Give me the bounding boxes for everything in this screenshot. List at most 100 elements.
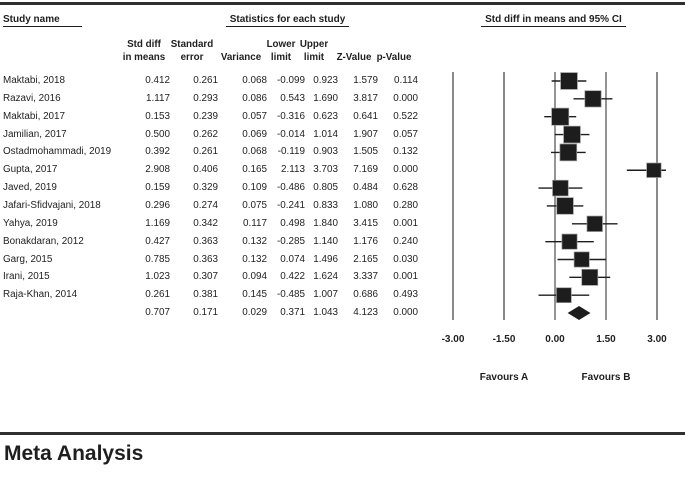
table-row: Maktabi, 2017 0.153 0.239 0.057 -0.316 0.623 0… <box>0 108 430 126</box>
variance-cell: 0.132 <box>242 235 267 247</box>
statistics-section-header: Statistics for each study <box>180 14 395 27</box>
z-value-cell: 3.817 <box>353 92 378 104</box>
variance-cell: 0.029 <box>242 307 267 319</box>
z-value-cell: 4.123 <box>353 307 378 319</box>
p-value-cell: 0.522 <box>393 110 418 122</box>
lower-limit-cell: 0.074 <box>280 253 305 265</box>
study-name-cell: Bonakdaran, 2012 <box>3 235 84 247</box>
column-header-line2: limit <box>270 52 292 63</box>
variance-cell: 0.117 <box>243 217 267 229</box>
upper-limit-cell: 0.923 <box>313 75 338 86</box>
p-value-cell: 0.000 <box>393 164 418 176</box>
lower-limit-cell: -0.285 <box>276 235 305 247</box>
axis-tick-label: 0.00 <box>545 334 565 345</box>
std-err-cell: 0.329 <box>193 182 218 194</box>
forest-plot-svg: -3.00 -1.50 0.00 1.50 3.00 Favours A Favours B <box>442 72 667 383</box>
std-diff-cell: 0.296 <box>145 199 170 211</box>
z-value-cell: 7.169 <box>353 164 378 176</box>
axis-tick-label: 3.00 <box>647 334 667 345</box>
p-value-cell: 0.114 <box>394 75 418 86</box>
favours-a-label: Favours A <box>480 372 529 383</box>
column-header-line2: p-Value <box>376 52 412 63</box>
study-name-cell: Jamilian, 2017 <box>3 128 67 140</box>
column-header-line2: error <box>180 52 204 63</box>
table-row: Gupta, 2017 2.908 0.406 0.165 2.113 3.703 7.16… <box>0 161 430 179</box>
std-diff-cell: 0.500 <box>145 128 170 140</box>
upper-limit-cell: 1.140 <box>313 235 338 247</box>
z-value-cell: 1.080 <box>353 199 378 211</box>
upper-limit-cell: 0.833 <box>313 199 338 211</box>
std-diff-cell: 0.412 <box>145 75 170 86</box>
variance-cell: 0.086 <box>242 92 267 104</box>
column-header-p-value: p-Value <box>370 38 418 64</box>
column-header-error: Standard error <box>166 38 218 64</box>
lower-limit-cell: 0.543 <box>280 92 305 104</box>
column-header-line1: Upper <box>299 39 329 50</box>
table-row: Raja-Khan, 2014 0.261 0.381 0.145 -0.485 1.00… <box>0 286 430 304</box>
effect-square <box>556 287 572 304</box>
table-row: Bonakdaran, 2012 0.427 0.363 0.132 -0.285 1.1… <box>0 233 430 251</box>
variance-cell: 0.132 <box>242 253 267 265</box>
study-name-cell: Razavi, 2016 <box>3 92 61 104</box>
z-value-cell: 0.686 <box>353 289 378 301</box>
table-row: Garg, 2015 0.785 0.363 0.132 0.074 1.496 2.165… <box>0 251 430 269</box>
favours-b-label: Favours B <box>582 372 631 383</box>
top-divider <box>0 2 685 5</box>
p-value-cell: 0.493 <box>393 289 418 301</box>
study-name-cell: Garg, 2015 <box>3 253 53 265</box>
effect-square <box>551 107 570 126</box>
std-err-cell: 0.363 <box>193 253 218 265</box>
column-header-line2: in means <box>122 52 166 63</box>
plot-section-header: Std diff in means and 95% CI <box>430 14 677 27</box>
variance-cell: 0.109 <box>242 182 267 194</box>
effect-square <box>560 72 578 90</box>
plot-markers-group <box>538 72 666 320</box>
study-name-column-header: Study name <box>3 14 82 27</box>
study-name-cell: Ostadmohammadi, 2019 <box>3 146 112 158</box>
lower-limit-cell: 0.371 <box>280 307 305 319</box>
p-value-cell: 0.280 <box>393 199 418 211</box>
std-err-cell: 0.171 <box>193 307 218 319</box>
p-value-cell: 0.132 <box>393 146 418 158</box>
table-row: Jamilian, 2017 0.500 0.262 0.069 -0.014 1.014… <box>0 126 430 144</box>
variance-cell: 0.165 <box>242 164 267 176</box>
statistics-table: Maktabi, 2018 0.412 0.261 0.068 -0.099 0.923 1… <box>0 72 430 322</box>
column-header-line1: Lower <box>266 39 296 50</box>
std-err-cell: 0.293 <box>193 92 218 104</box>
std-diff-cell: 0.785 <box>145 253 170 265</box>
std-err-cell: 0.274 <box>193 199 218 211</box>
lower-limit-cell: 2.113 <box>281 164 305 176</box>
std-diff-cell: 0.427 <box>145 235 170 247</box>
study-name-cell: Irani, 2015 <box>3 271 50 283</box>
upper-limit-cell: 1.007 <box>313 289 338 301</box>
effect-square <box>563 125 581 144</box>
std-err-cell: 0.261 <box>193 146 218 158</box>
study-name-label: Study name <box>3 14 82 27</box>
column-header-variance: Variance <box>215 38 267 64</box>
overall-diamond <box>567 306 591 320</box>
variance-cell: 0.069 <box>242 128 267 140</box>
z-value-cell: 0.641 <box>353 110 378 122</box>
upper-limit-cell: 0.903 <box>313 146 338 158</box>
effect-square <box>581 268 599 286</box>
column-header-line1: Std diff <box>127 39 161 50</box>
std-diff-cell: 1.117 <box>146 92 170 104</box>
page-title: Meta Analysis <box>4 442 144 465</box>
std-err-cell: 0.342 <box>193 217 218 229</box>
study-name-cell: Javed, 2019 <box>3 182 57 194</box>
table-row: Yahya, 2019 1.169 0.342 0.117 0.498 1.840 3.41… <box>0 215 430 233</box>
z-value-cell: 3.415 <box>353 217 378 229</box>
column-header-line2: Variance <box>220 52 262 63</box>
upper-limit-cell: 1.690 <box>313 92 338 104</box>
z-value-cell: 1.579 <box>353 75 378 86</box>
variance-cell: 0.075 <box>242 199 267 211</box>
std-err-cell: 0.262 <box>193 128 218 140</box>
p-value-cell: 0.001 <box>393 217 418 229</box>
z-value-cell: 2.165 <box>353 253 378 265</box>
variance-cell: 0.068 <box>242 75 267 86</box>
lower-limit-cell: -0.486 <box>276 182 305 194</box>
lower-limit-cell: -0.485 <box>276 289 305 301</box>
study-name-cell <box>3 304 121 322</box>
table-row-overall: 0.707 0.171 0.029 0.371 1.043 4.123 0.000 <box>0 304 430 322</box>
